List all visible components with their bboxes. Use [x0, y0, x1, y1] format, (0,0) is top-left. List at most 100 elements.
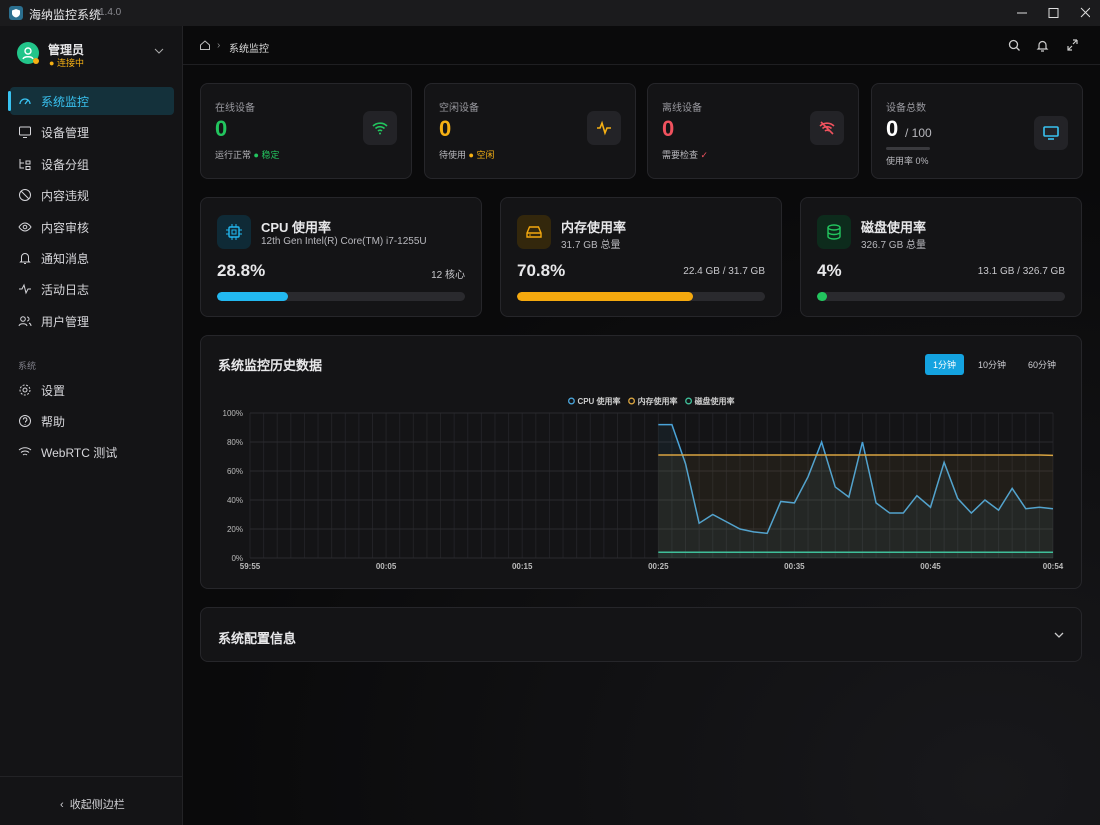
range-button[interactable]: 60分钟	[1028, 360, 1057, 370]
progress-track	[217, 292, 465, 301]
series-area	[658, 552, 1053, 558]
range-button[interactable]: 10分钟	[978, 360, 1007, 370]
user-menu[interactable]	[154, 46, 164, 56]
nav-item[interactable]: 活动日志	[10, 275, 174, 303]
nav-item[interactable]: WebRTC 测试	[10, 438, 174, 466]
title-bar: 海纳监控系统 v1.4.0	[0, 0, 1100, 26]
nav-label: 活动日志	[41, 282, 90, 297]
nav-item[interactable]: 设置	[10, 376, 174, 404]
stat-note: 使用率 0%	[886, 156, 929, 166]
nav-label: 内容违规	[41, 188, 90, 203]
resource-subtitle: 326.7 GB 总量	[861, 240, 927, 251]
nav-label: WebRTC 测试	[41, 445, 118, 460]
chart: 0% 20% 40% 60% 80% 100% 59:55 00:05 00:15 00:25 00…	[223, 396, 1064, 571]
stat-note-text: 需要检查	[662, 150, 699, 160]
nav-label: 帮助	[41, 414, 66, 429]
resource-percent: 28.8%	[217, 261, 266, 280]
user-status: ● 连接中	[49, 58, 84, 68]
series-area	[658, 424, 1053, 558]
resource-percent: 70.8%	[517, 261, 566, 280]
nav-label: 内容审核	[41, 220, 90, 235]
nav-item[interactable]: 用户管理	[10, 307, 174, 335]
resource-icon	[517, 215, 551, 249]
stat-icon	[810, 111, 844, 145]
progress-bar	[817, 292, 827, 301]
collapse-sidebar[interactable]: ‹ 收起侧边栏	[60, 799, 125, 811]
chart-title: 系统监控历史数据	[218, 358, 323, 373]
resource-title: CPU 使用率	[261, 220, 332, 235]
resource-detail: 12 核心	[431, 270, 465, 281]
stat-card: 设备总数 0 / 100 使用率 0%	[871, 83, 1083, 179]
resource-detail: 22.4 GB / 31.7 GB	[683, 266, 765, 277]
y-tick-label: 20%	[227, 525, 243, 534]
y-tick-label: 60%	[227, 467, 243, 476]
x-tick-label: 00:35	[784, 562, 805, 571]
resource-subtitle: 31.7 GB 总量	[561, 240, 621, 251]
toolbar-icons[interactable]	[1008, 39, 1080, 52]
resource-title: 内存使用率	[561, 220, 627, 235]
config-panel[interactable]: 系统配置信息	[200, 607, 1082, 662]
config-title: 系统配置信息	[218, 631, 297, 646]
stat-note: 待使用 ● 空闲	[439, 150, 495, 160]
nav-label: 设备管理	[41, 125, 90, 140]
range-button[interactable]: 1分钟	[925, 354, 965, 375]
chart-panel: 系统监控历史数据 1分钟 10分钟 60分钟 0% 20% 40% 60% 80% 100…	[200, 335, 1082, 589]
resource-subtitle: 12th Gen Intel(R) Core(TM) i7-1255U	[261, 236, 427, 247]
range-buttons: 1分钟 10分钟 60分钟	[925, 354, 1064, 375]
stat-value: 0	[662, 116, 675, 141]
resource-card: 磁盘使用率 326.7 GB 总量 4% 13.1 GB / 326.7 GB	[800, 197, 1082, 317]
stat-value: 0	[215, 116, 228, 141]
stat-note-text: 待使用	[439, 150, 467, 160]
sidebar-footer	[0, 776, 183, 825]
resource-card: 内存使用率 31.7 GB 总量 70.8% 22.4 GB / 31.7 GB	[500, 197, 782, 317]
header-divider	[183, 64, 1100, 65]
stat-icon	[363, 111, 397, 145]
nav-item[interactable]: 设备管理	[10, 118, 174, 146]
nav-label: 设置	[41, 383, 66, 398]
x-tick-label: 00:15	[512, 562, 533, 571]
stat-card: 空闲设备 0 待使用 ● 空闲	[424, 83, 636, 179]
window-controls[interactable]	[1010, 6, 1090, 20]
avatar	[17, 42, 39, 64]
stat-icon	[587, 111, 621, 145]
y-tick-label: 0%	[231, 554, 243, 563]
stat-label: 离线设备	[662, 103, 702, 114]
legend-label: 内存使用率	[638, 396, 678, 406]
stat-card: 离线设备 0 需要检查 ✓	[647, 83, 859, 179]
x-tick-label: 00:25	[648, 562, 669, 571]
app-icon	[9, 6, 23, 20]
series-area	[658, 455, 1053, 558]
nav-item[interactable]: 通知消息	[10, 244, 174, 272]
stat-total: / 100	[905, 126, 932, 140]
expand-icon[interactable]	[1053, 630, 1065, 640]
stat-note: 运行正常 ● 稳定	[215, 150, 280, 160]
x-tick-label: 00:45	[920, 562, 941, 571]
stat-value: 0	[439, 116, 452, 141]
nav-item[interactable]: 内容违规	[10, 181, 174, 209]
y-tick-label: 80%	[227, 438, 243, 447]
stat-card: 在线设备 0 运行正常 ● 稳定	[200, 83, 412, 179]
nav-item[interactable]: 设备分组	[10, 150, 174, 178]
progress-bar	[217, 292, 289, 301]
collapse-label: 收起侧边栏	[69, 799, 125, 811]
nav-item[interactable]: 系统监控	[8, 87, 174, 115]
stat-note: 需要检查 ✓	[662, 148, 708, 161]
nav-item[interactable]: 内容审核	[10, 213, 174, 241]
resource-detail: 13.1 GB / 326.7 GB	[977, 266, 1065, 277]
x-tick-label: 00:05	[376, 562, 397, 571]
nav-item[interactable]: 帮助	[10, 407, 174, 435]
nav-label: 设备分组	[41, 157, 90, 172]
stat-badge: 空闲	[476, 150, 495, 160]
home-icon[interactable]	[199, 39, 211, 51]
progress-bar	[517, 292, 693, 301]
nav-label: 通知消息	[41, 251, 90, 266]
legend-label: 磁盘使用率	[695, 396, 735, 406]
resource-card: CPU 使用率 12th Gen Intel(R) Core(TM) i7-12…	[200, 197, 482, 317]
resource-icon	[217, 215, 251, 249]
app-title: 海纳监控系统	[29, 8, 102, 22]
nav-label: 系统监控	[41, 94, 90, 109]
user-name: 管理员	[48, 43, 85, 57]
stat-note-text: 运行正常	[215, 150, 252, 160]
series-line	[658, 423, 1054, 535]
